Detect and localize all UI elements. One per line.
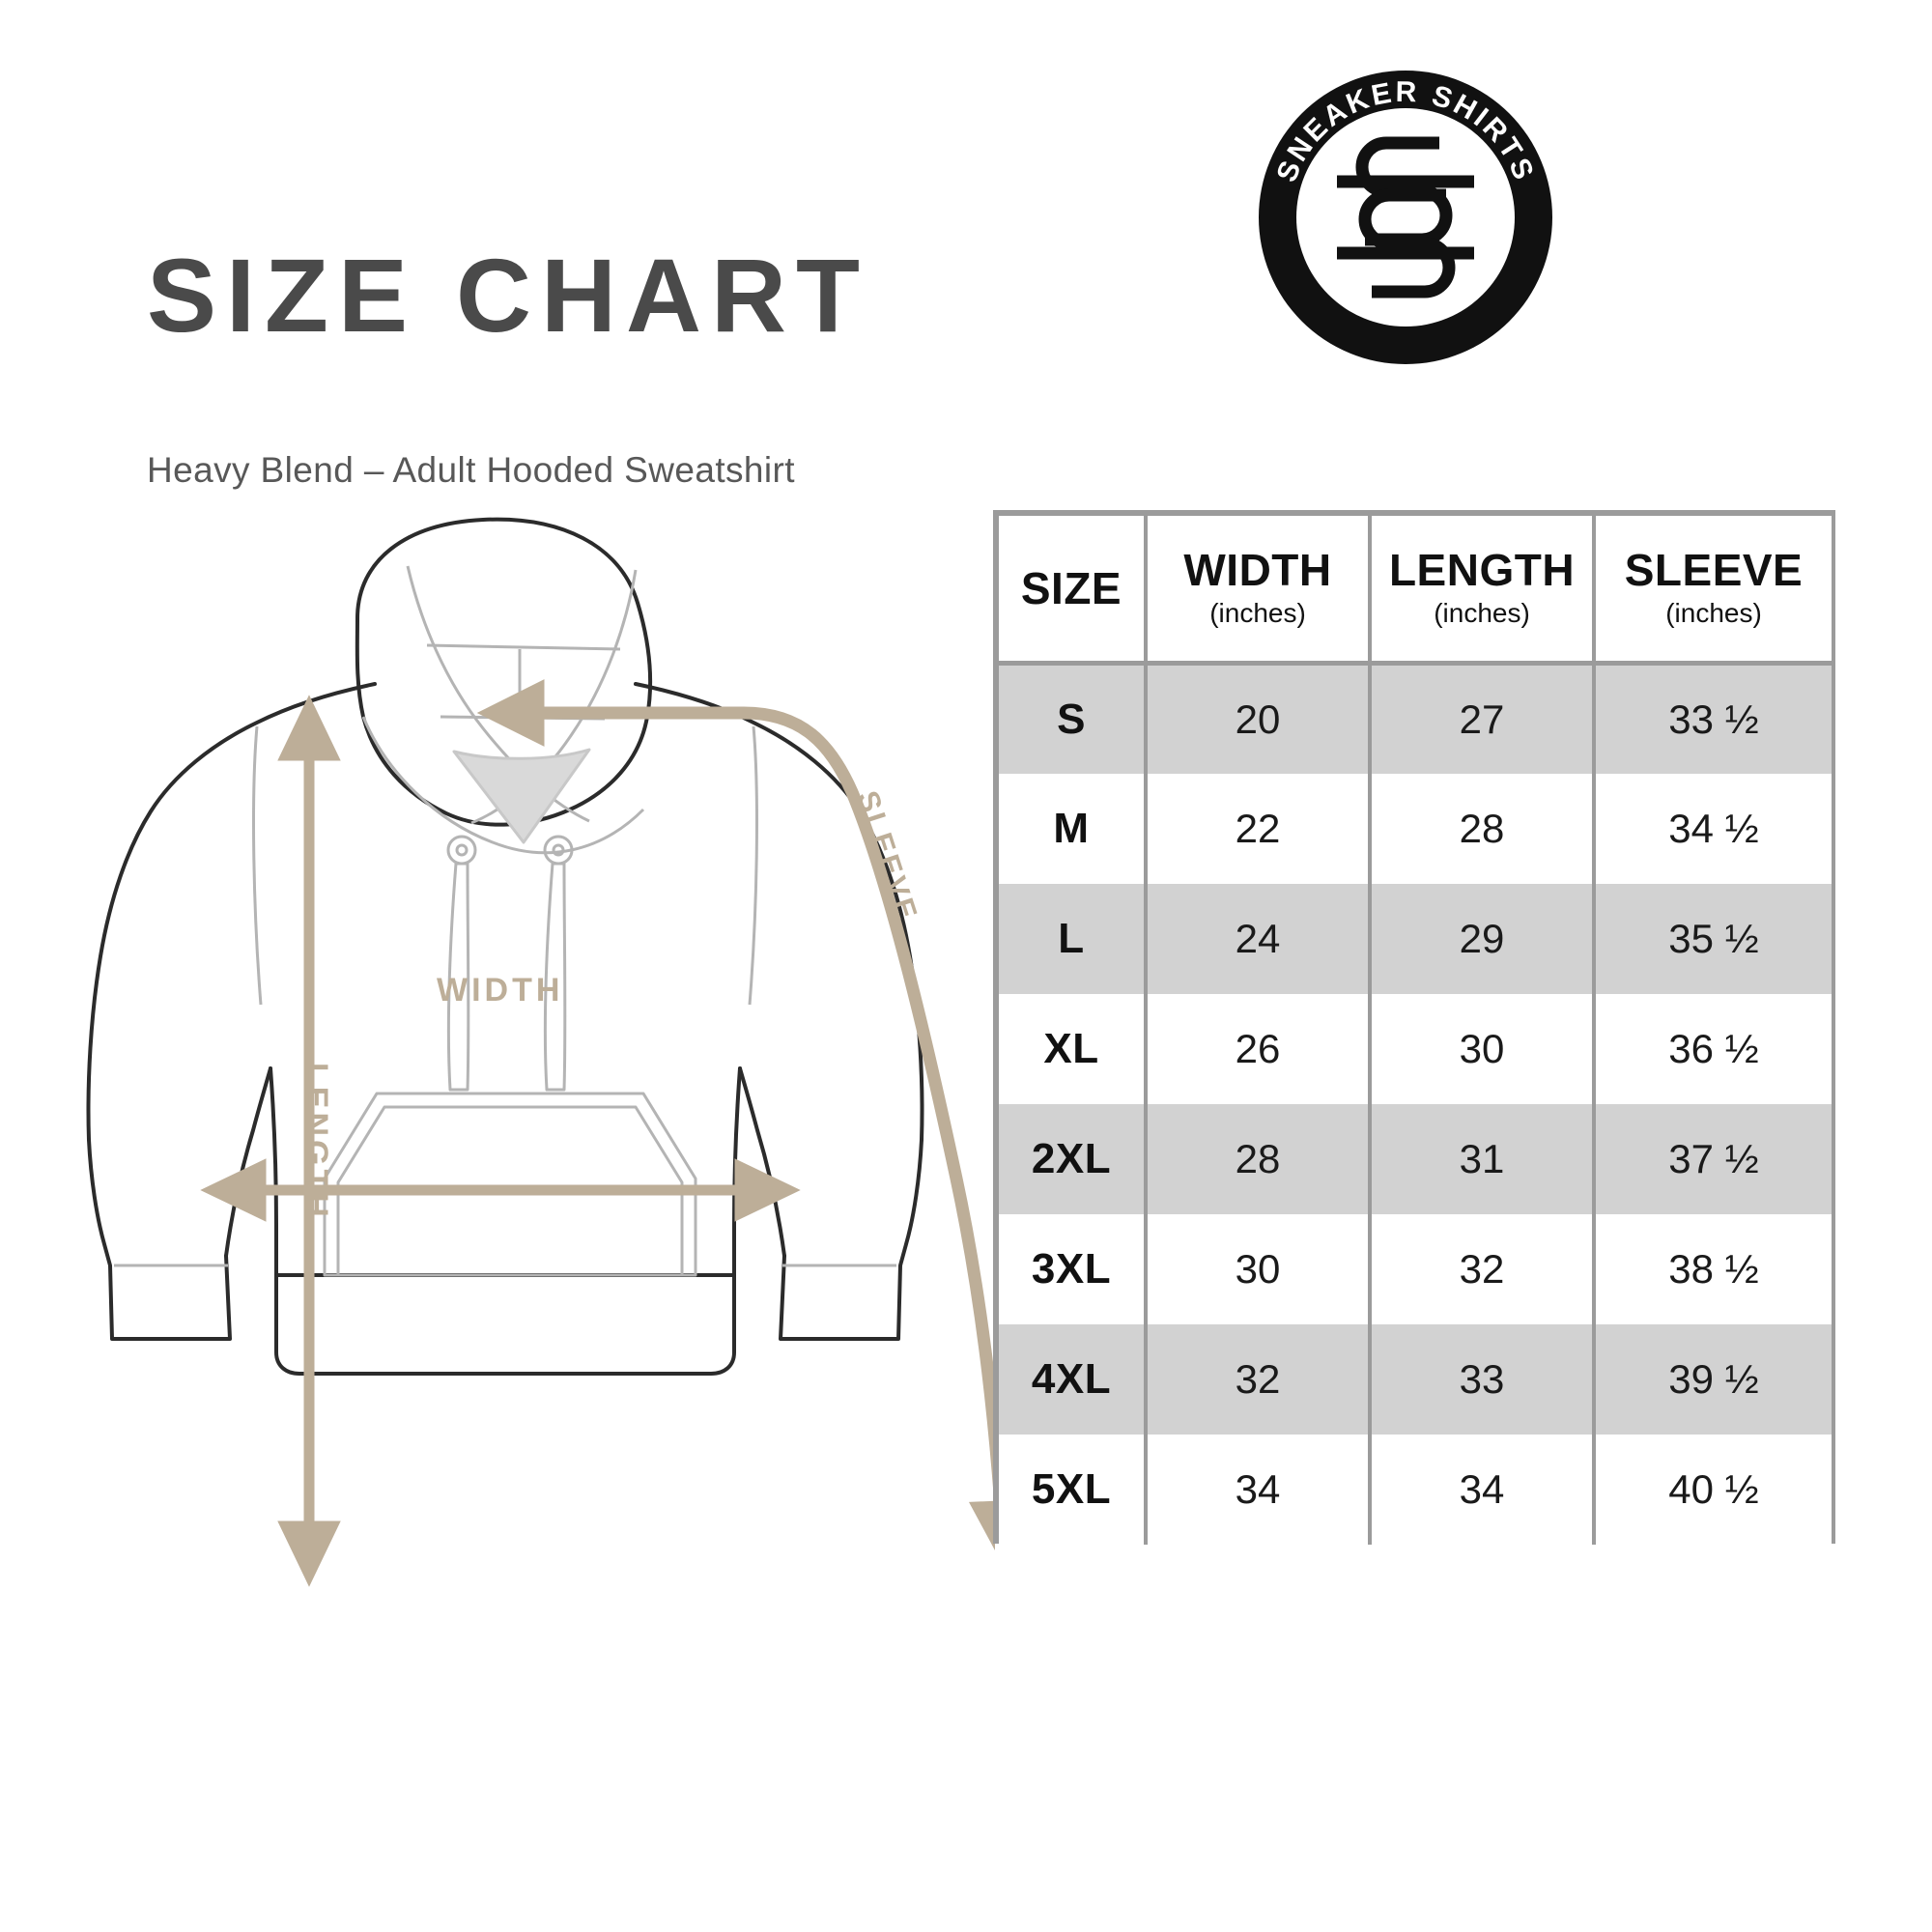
cell-sleeve: 34 ½ [1592, 773, 1832, 884]
column-header-width-main: WIDTH [1183, 545, 1332, 596]
cell-width: 20 [1144, 663, 1370, 774]
width-dimension-label: WIDTH [437, 972, 564, 1009]
table-row: XL 26 30 36 ½ [999, 993, 1832, 1104]
cell-width: 28 [1144, 1103, 1370, 1214]
table-header-row: SIZE WIDTH (inches) LENGTH (inches) SLEE… [999, 516, 1832, 666]
product-subtitle: Heavy Blend – Adult Hooded Sweatshirt [147, 450, 795, 490]
column-header-width: WIDTH (inches) [1144, 516, 1370, 666]
cell-width: 24 [1144, 883, 1370, 994]
cell-sleeve: 39 ½ [1592, 1323, 1832, 1435]
cell-width: 22 [1144, 773, 1370, 884]
cell-length: 30 [1368, 993, 1594, 1104]
cell-sleeve: 40 ½ [1592, 1434, 1832, 1545]
column-header-size-main: SIZE [1020, 562, 1122, 613]
table-row: 4XL 32 33 39 ½ [999, 1323, 1832, 1435]
cell-sleeve: 38 ½ [1592, 1213, 1832, 1324]
cell-size: 2XL [999, 1103, 1146, 1214]
size-table: SIZE WIDTH (inches) LENGTH (inches) SLEE… [999, 516, 1832, 1545]
column-header-length: LENGTH (inches) [1368, 516, 1594, 666]
page-title: SIZE CHART [147, 237, 869, 354]
length-dimension-label: LENGTH [298, 1063, 334, 1221]
cell-sleeve: 33 ½ [1592, 663, 1832, 774]
column-header-sleeve-main: SLEEVE [1624, 545, 1804, 596]
cell-size: 5XL [999, 1434, 1146, 1545]
hoodie-illustration [68, 502, 995, 1594]
cell-length: 29 [1368, 883, 1594, 994]
column-header-sleeve: SLEEVE (inches) [1592, 516, 1832, 666]
cell-length: 31 [1368, 1103, 1594, 1214]
column-header-size: SIZE [999, 516, 1146, 666]
cell-size: 4XL [999, 1323, 1146, 1435]
table-row: S 20 27 33 ½ [999, 663, 1832, 774]
cell-size: XL [999, 993, 1146, 1104]
brand-logo: SNEAKER SHIRTS OUTLET.COM [1256, 68, 1555, 367]
column-header-length-unit: (inches) [1434, 597, 1530, 628]
cell-size: M [999, 773, 1146, 884]
column-header-width-unit: (inches) [1209, 597, 1306, 628]
cell-sleeve: 37 ½ [1592, 1103, 1832, 1214]
column-header-sleeve-unit: (inches) [1665, 597, 1762, 628]
cell-length: 27 [1368, 663, 1594, 774]
cell-length: 28 [1368, 773, 1594, 884]
cell-sleeve: 36 ½ [1592, 993, 1832, 1104]
cell-size: S [999, 663, 1146, 774]
cell-length: 33 [1368, 1323, 1594, 1435]
cell-width: 32 [1144, 1323, 1370, 1435]
cell-length: 32 [1368, 1213, 1594, 1324]
table-row: L 24 29 35 ½ [999, 883, 1832, 994]
cell-length: 34 [1368, 1434, 1594, 1545]
table-row: 2XL 28 31 37 ½ [999, 1103, 1832, 1214]
size-table-container: SIZE WIDTH (inches) LENGTH (inches) SLEE… [993, 510, 1835, 1545]
cell-width: 34 [1144, 1434, 1370, 1545]
table-row: 5XL 34 34 40 ½ [999, 1434, 1832, 1545]
table-row: M 22 28 34 ½ [999, 773, 1832, 884]
cell-sleeve: 35 ½ [1592, 883, 1832, 994]
cell-width: 26 [1144, 993, 1370, 1104]
cell-size: L [999, 883, 1146, 994]
cell-width: 30 [1144, 1213, 1370, 1324]
column-header-length-main: LENGTH [1388, 545, 1576, 596]
table-row: 3XL 30 32 38 ½ [999, 1213, 1832, 1324]
cell-size: 3XL [999, 1213, 1146, 1324]
